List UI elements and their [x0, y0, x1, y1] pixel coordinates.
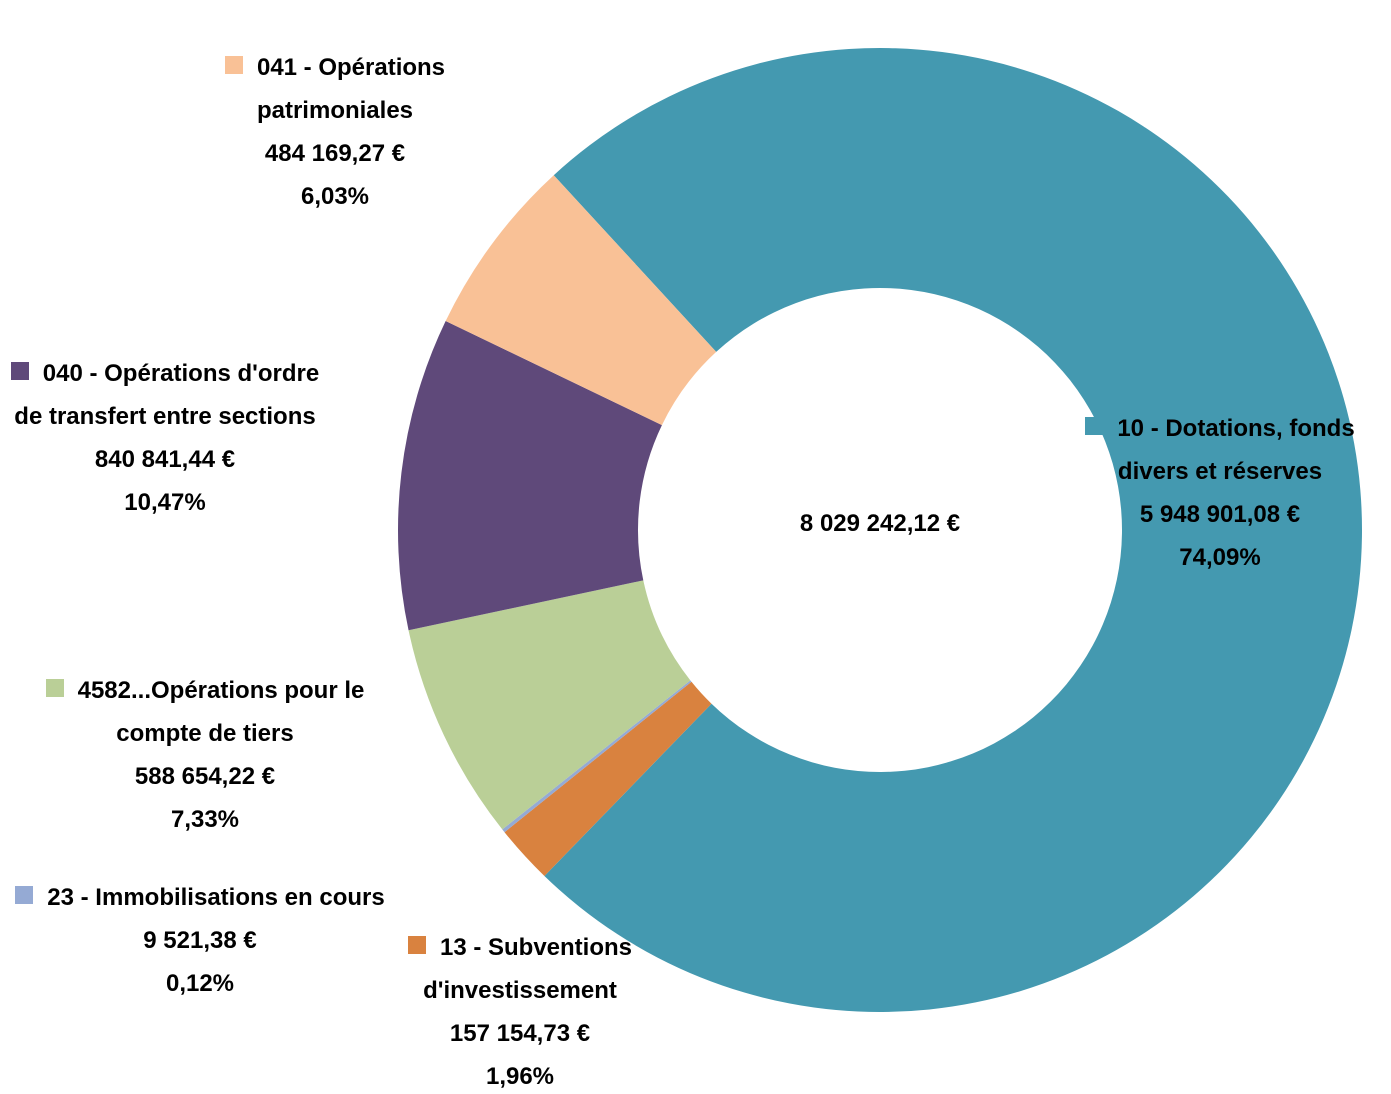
percent-label: 10,47%: [124, 489, 206, 516]
data-label: 13 - Subventions d'investissement 157 154…: [385, 926, 655, 1094]
data-label: 4582...Opérations pour le compte de tier…: [30, 669, 380, 841]
legend-swatch: [224, 56, 243, 74]
value-label: 484 169,27 €: [264, 140, 406, 167]
value-label: 5 948 901,08 €: [1139, 501, 1301, 528]
category-name: 10 - Dotations, fonds divers et réserves: [1117, 415, 1355, 485]
label-name: 13 - Subventions d'investissement: [385, 926, 655, 1012]
value-label: 9 521,38 €: [143, 927, 257, 954]
label-name: 041 - Opérations patrimoniales: [190, 46, 480, 132]
donut-slice: [445, 175, 717, 426]
value-label: 840 841,44 €: [94, 446, 236, 473]
legend-swatch: [15, 886, 34, 904]
label-name: 23 - Immobilisations en cours: [15, 876, 385, 919]
legend-swatch: [407, 936, 426, 954]
category-name: 4582...Opérations pour le compte de tier…: [77, 677, 365, 747]
percent-label: 1,96%: [485, 1063, 555, 1090]
percent-label: 7,33%: [170, 806, 240, 833]
percent-label: 0,12%: [165, 970, 235, 997]
percent-label: 74,09%: [1179, 544, 1261, 571]
label-name: 4582...Opérations pour le compte de tier…: [30, 669, 380, 755]
label-name: 10 - Dotations, fonds divers et réserves: [1060, 407, 1380, 493]
donut-slice: [398, 321, 662, 631]
value-label: 588 654,22 €: [134, 763, 276, 790]
donut-slice: [544, 48, 1362, 1013]
data-label: 040 - Opérations d'ordre de transfert en…: [10, 352, 320, 524]
legend-swatch: [10, 362, 29, 380]
value-label: 157 154,73 €: [449, 1020, 591, 1047]
donut-slice: [408, 580, 691, 830]
category-name: 041 - Opérations patrimoniales: [256, 54, 446, 124]
data-label: 23 - Immobilisations en cours 9 521,38 € 0…: [15, 876, 385, 1005]
category-name: 040 - Opérations d'ordre de transfert en…: [14, 360, 320, 430]
legend-swatch: [1085, 417, 1104, 435]
category-name: 23 - Immobilisations en cours: [47, 884, 385, 911]
label-name: 040 - Opérations d'ordre de transfert en…: [10, 352, 320, 438]
legend-swatch: [45, 679, 64, 697]
data-label: 10 - Dotations, fonds divers et réserves…: [1060, 407, 1380, 579]
percent-label: 6,03%: [300, 183, 370, 210]
center-label: 8 029 242,12 €: [799, 510, 961, 537]
data-label: 041 - Opérations patrimoniales 484 169,27…: [190, 46, 480, 218]
donut-slice: [502, 680, 692, 833]
donut-slice: [504, 681, 712, 876]
category-name: 13 - Subventions d'investissement: [423, 934, 633, 1004]
